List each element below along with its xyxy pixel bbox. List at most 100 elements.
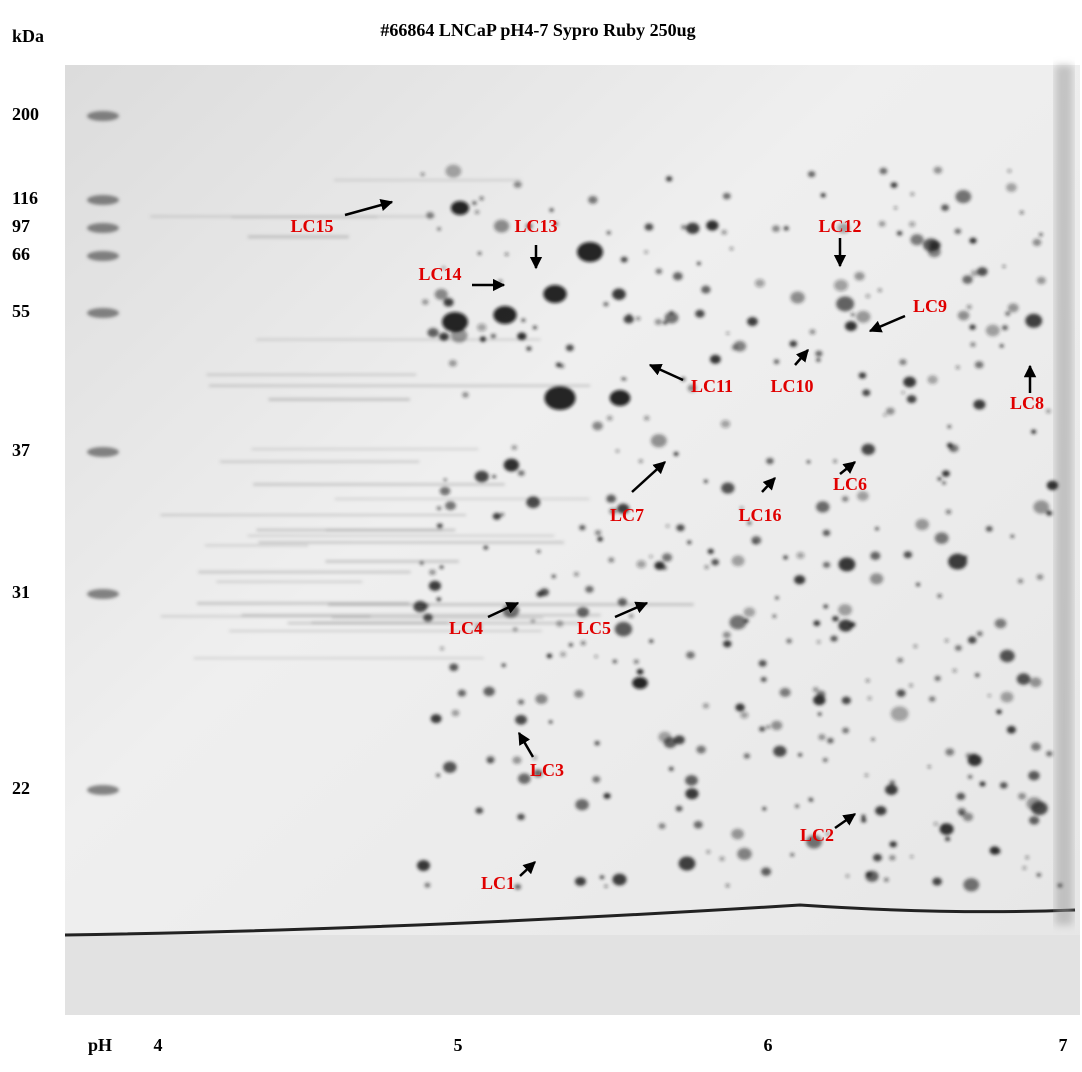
spot	[913, 644, 918, 649]
spot	[539, 588, 550, 597]
arrow	[834, 812, 857, 830]
spot	[685, 788, 699, 800]
spot	[753, 540, 757, 544]
spot	[766, 725, 771, 729]
spot	[737, 847, 752, 861]
spot	[559, 651, 567, 657]
arrow	[761, 477, 776, 493]
spot	[1028, 770, 1040, 781]
spot	[946, 442, 953, 448]
spot	[795, 804, 800, 808]
mw-label: 37	[12, 440, 30, 460]
spot	[861, 814, 866, 819]
spot	[955, 365, 960, 370]
spot	[426, 211, 435, 219]
arrow	[614, 601, 649, 619]
spot	[934, 675, 941, 681]
spot	[632, 677, 648, 689]
spot	[885, 407, 895, 415]
marker-band	[87, 785, 119, 795]
spot	[954, 645, 962, 651]
spot	[493, 306, 517, 324]
spot	[818, 734, 826, 741]
spot	[644, 223, 654, 231]
spot	[517, 699, 525, 705]
spot	[739, 506, 744, 510]
spot	[822, 757, 828, 763]
ph-tick-label: 7	[1059, 1035, 1068, 1055]
spot	[927, 375, 938, 384]
spot	[436, 506, 442, 511]
spot	[845, 874, 850, 878]
spot	[743, 753, 751, 759]
spot	[680, 224, 687, 230]
spot	[614, 621, 633, 637]
spot	[790, 853, 795, 857]
spot	[815, 350, 823, 357]
gel	[65, 65, 1080, 1015]
spot	[1026, 797, 1043, 811]
spot	[521, 318, 526, 323]
spot	[475, 623, 482, 630]
spot	[462, 392, 469, 398]
spot	[472, 201, 477, 205]
spot	[786, 638, 792, 644]
spot-label: LC12	[818, 216, 861, 236]
spot	[668, 766, 674, 771]
spot	[526, 496, 541, 509]
spot	[628, 614, 634, 618]
spot	[423, 613, 433, 622]
spot	[729, 615, 747, 630]
spot	[735, 703, 745, 712]
spot	[830, 635, 838, 642]
spot	[711, 559, 720, 566]
spot	[743, 607, 756, 617]
marker-band	[87, 111, 119, 121]
spot	[498, 279, 503, 284]
spot	[445, 164, 462, 178]
spot	[655, 268, 663, 275]
spot	[822, 561, 831, 568]
spot	[720, 420, 731, 428]
spot	[536, 550, 541, 554]
spot	[514, 884, 522, 890]
arrows	[344, 198, 1037, 877]
gel-bottom	[65, 935, 1080, 1015]
spot	[966, 304, 972, 310]
spot	[999, 344, 1004, 348]
spot	[686, 651, 695, 659]
spot	[623, 314, 634, 324]
spot	[816, 690, 826, 699]
spot	[608, 557, 615, 563]
spot	[954, 228, 962, 235]
spot	[441, 266, 446, 270]
spot	[947, 425, 952, 429]
spot	[420, 172, 425, 177]
spot	[967, 774, 973, 779]
spot	[927, 765, 932, 769]
spot	[942, 481, 946, 485]
spot	[906, 395, 917, 404]
spot	[816, 501, 830, 513]
spot	[650, 434, 667, 448]
spot	[635, 316, 641, 321]
spot	[695, 309, 705, 318]
spot	[704, 565, 709, 570]
spot	[709, 354, 721, 364]
spot	[492, 475, 496, 479]
marker-band	[87, 589, 119, 599]
spot	[963, 878, 980, 892]
ph-tick-label: 5	[454, 1035, 463, 1055]
spot	[996, 709, 1002, 715]
spot	[875, 527, 879, 531]
spot	[696, 745, 706, 754]
spot	[871, 737, 875, 741]
spot	[807, 171, 816, 178]
spot	[676, 524, 685, 532]
spot	[864, 773, 869, 777]
spot	[806, 835, 822, 849]
spot	[994, 618, 1007, 629]
spot	[816, 640, 821, 644]
spot-label: LC8	[1010, 393, 1044, 413]
